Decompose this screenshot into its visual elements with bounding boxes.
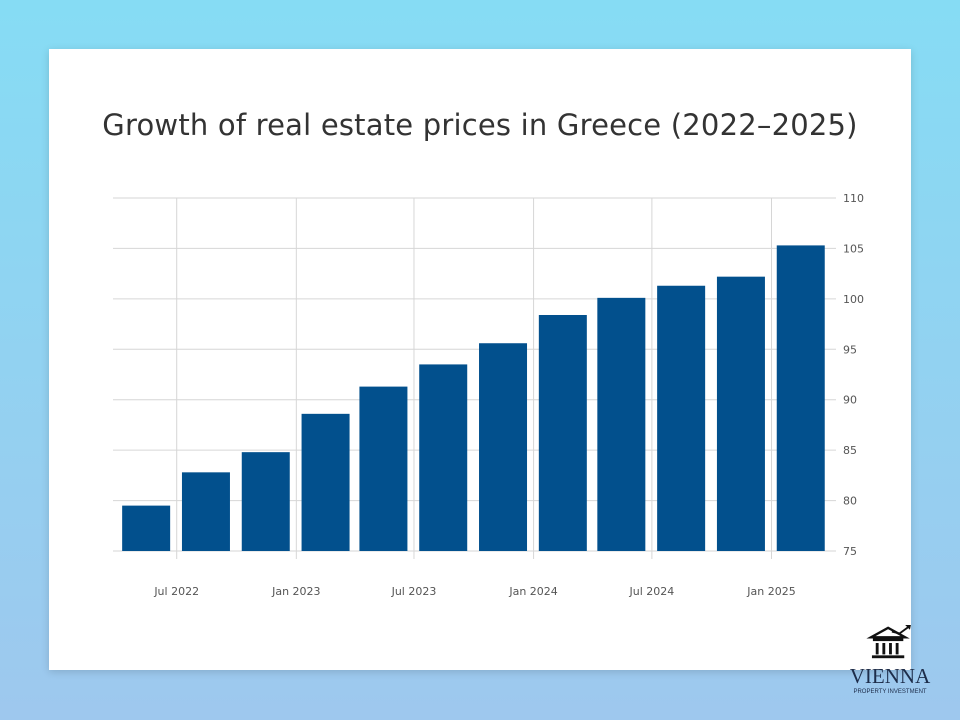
tick-labels: 75 80 85 90 95 100 105 110 Jul 2022 Jan 2023 Jul 2… — [153, 192, 864, 598]
bar — [301, 413, 350, 551]
bar — [657, 285, 706, 551]
bar — [597, 297, 646, 551]
bar — [716, 276, 765, 551]
y-tick-label: 100 — [843, 293, 864, 306]
x-tick-label: Jan 2023 — [271, 585, 320, 598]
bar — [538, 314, 587, 551]
bar — [241, 452, 290, 551]
y-tick-label: 80 — [843, 495, 857, 508]
x-tick-label: Jul 2022 — [153, 585, 199, 598]
bar — [359, 386, 408, 551]
y-tick-label: 105 — [843, 242, 864, 255]
x-tick-label: Jul 2023 — [391, 585, 437, 598]
bars — [122, 245, 825, 551]
building-chart-icon — [866, 624, 911, 659]
x-tick-label: Jul 2024 — [629, 585, 675, 598]
bar — [181, 472, 230, 551]
bar — [479, 343, 528, 551]
y-tick-label: 75 — [843, 545, 857, 558]
bar — [776, 245, 825, 551]
y-tick-label: 110 — [843, 192, 864, 205]
logo-tagline: PROPERTY INVESTMENT — [853, 689, 927, 695]
y-tick-label: 95 — [843, 343, 857, 356]
x-tick-label: Jan 2024 — [508, 585, 557, 598]
logo-name: VIENNA — [849, 664, 931, 688]
y-tick-label: 90 — [843, 394, 857, 407]
grid — [113, 197, 836, 559]
vienna-logo: VIENNA PROPERTY INVESTMENT — [843, 624, 937, 697]
y-tick-label: 85 — [843, 444, 857, 457]
chart-title: Growth of real estate prices in Greece (… — [102, 108, 858, 142]
bar — [122, 505, 171, 551]
x-tick-label: Jan 2025 — [746, 585, 795, 598]
bar — [419, 364, 468, 551]
